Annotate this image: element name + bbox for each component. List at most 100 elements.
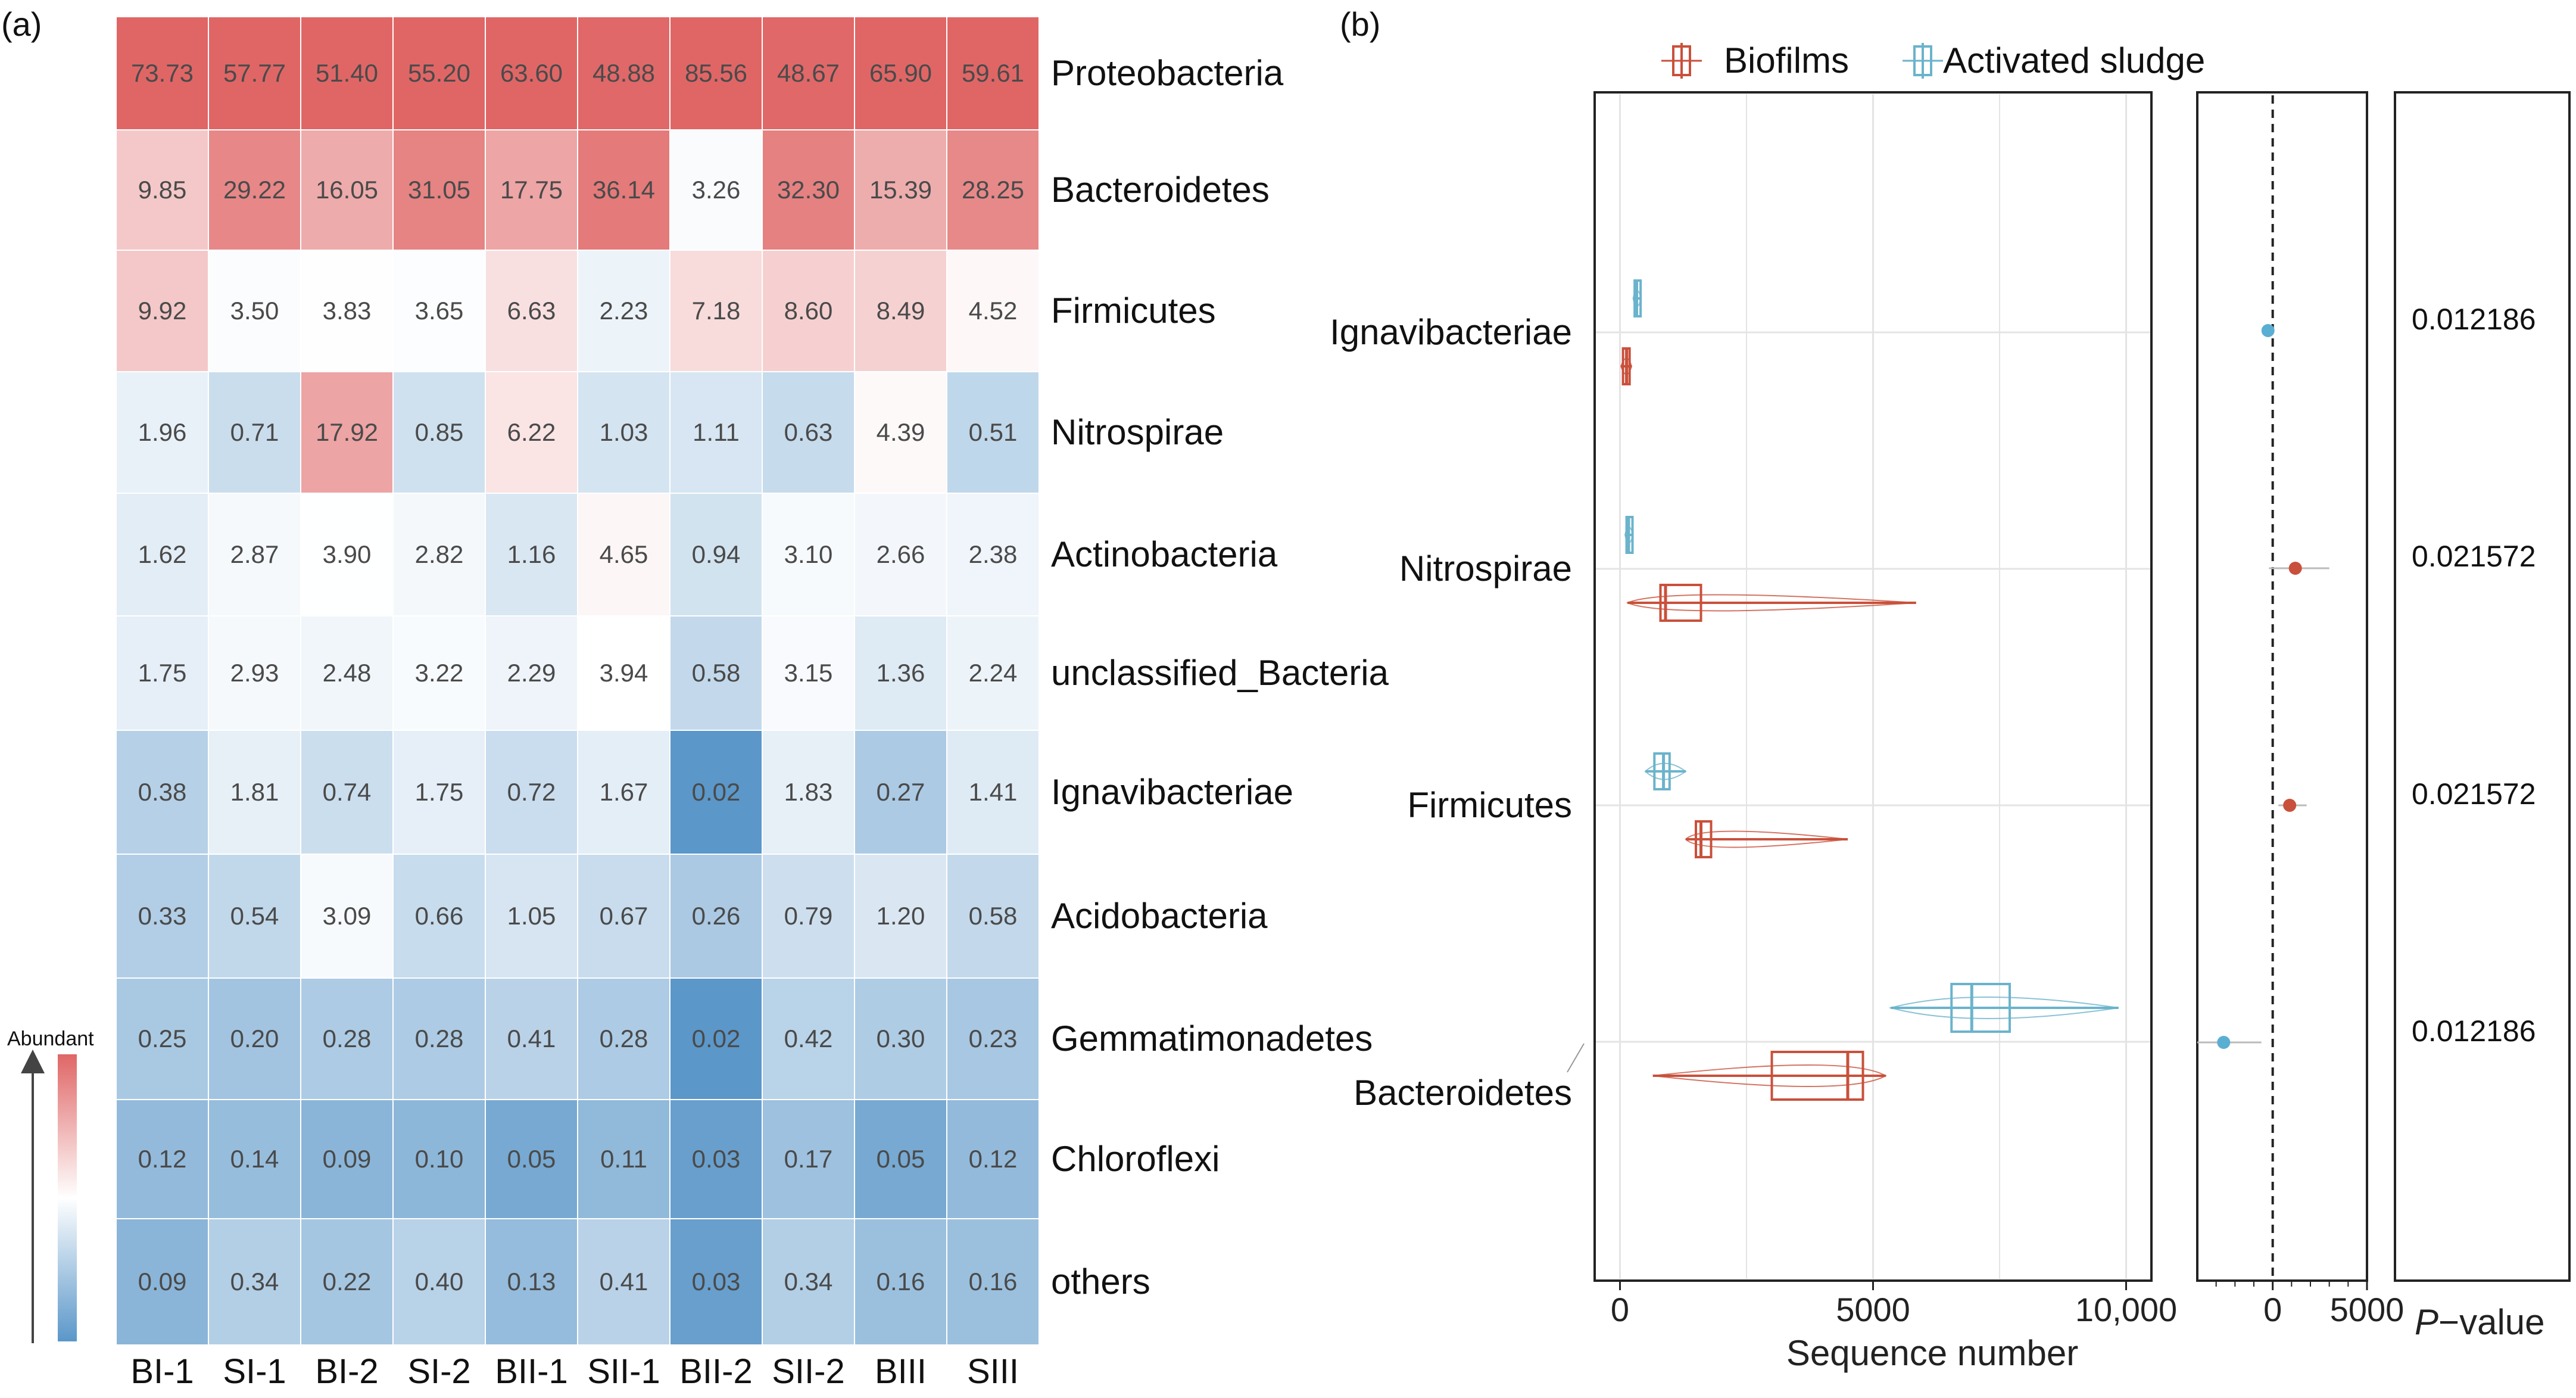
heatmap-cell-value: 2.38 [969, 540, 1018, 568]
heatmap-cell-value: 1.96 [138, 418, 187, 446]
heatmap-cell [854, 1218, 947, 1346]
heatmap-cell-value: 0.13 [507, 1268, 556, 1296]
heatmap-cell [300, 1218, 394, 1346]
heatmap-cell [762, 493, 855, 617]
pvalue-title-rest: −value [2438, 1302, 2544, 1342]
box-biofilms-nitrospirae [1626, 584, 1916, 622]
heatmap-cell-value: 3.50 [230, 297, 279, 325]
heatmap-cell [946, 977, 1040, 1100]
boxplot-category-label: Firmicutes [1407, 785, 1572, 825]
heatmap-cell [946, 1099, 1040, 1219]
heatmap-cell [392, 615, 486, 731]
heatmap-cell [577, 730, 670, 855]
heatmap-cell-value: 4.52 [969, 297, 1018, 325]
heatmap-cell-value: 59.61 [962, 59, 1024, 87]
box-violin [1685, 830, 1848, 848]
heatmap-cell [485, 1218, 578, 1346]
heatmap-column-label: SI-2 [407, 1352, 470, 1391]
heatmap-cell [392, 977, 486, 1100]
heatmap-cell [116, 1099, 209, 1219]
heatmap-cell-value: 36.14 [592, 176, 655, 204]
heatmap-cell-value: 3.10 [784, 540, 833, 568]
heatmap-cell-value: 0.30 [877, 1025, 925, 1053]
difference-x-tick-label: 5000 [2330, 1291, 2405, 1328]
difference-point [2261, 324, 2275, 337]
heatmap-cell [946, 129, 1040, 251]
heatmap-cell-value: 3.65 [415, 297, 464, 325]
heatmap-cell-value: 0.34 [784, 1268, 833, 1296]
heatmap-cell-value: 0.16 [969, 1268, 1018, 1296]
heatmap-row-label: Proteobacteria [1051, 53, 1284, 93]
bacteroidetes-label-connector [1567, 1043, 1585, 1073]
heatmap-cell [392, 16, 486, 130]
heatmap-cell-value: 0.09 [138, 1268, 187, 1296]
heatmap-cell [577, 493, 670, 617]
difference-marks [2197, 324, 2329, 1049]
heatmap-cell-value: 0.42 [784, 1025, 833, 1053]
pvalue-title: P−value [2415, 1302, 2545, 1342]
difference-point [2288, 562, 2302, 575]
heatmap-cell [577, 977, 670, 1100]
heatmap-column-label: SIII [967, 1352, 1019, 1391]
heatmap-cell-value: 7.18 [692, 297, 741, 325]
heatmap-cell [392, 129, 486, 251]
heatmap-cell-value: 0.33 [138, 902, 187, 930]
heatmap-cell-value: 17.75 [500, 176, 563, 204]
heatmap-cell-value: 0.40 [415, 1268, 464, 1296]
heatmap-cell [208, 493, 301, 617]
heatmap-cell-value: 0.28 [323, 1025, 372, 1053]
boxplot-x-tick-label: 0 [1611, 1291, 1629, 1328]
heatmap-cell [208, 250, 301, 372]
box-violin [1626, 594, 1916, 612]
heatmap-cell [116, 730, 209, 855]
heatmap-cell-value: 0.02 [692, 778, 741, 806]
heatmap-cell-value: 6.63 [507, 297, 556, 325]
heatmap-cell [577, 615, 670, 731]
heatmap-cell-value: 2.93 [230, 659, 279, 687]
heatmap-cell-value: 9.92 [138, 297, 187, 325]
heatmap-cell [300, 250, 394, 372]
heatmap-cell [208, 1099, 301, 1219]
heatmap-cell-value: 3.83 [323, 297, 372, 325]
heatmap-cell [208, 129, 301, 251]
heatmap-cell-value: 57.77 [223, 59, 286, 87]
heatmap-cell [762, 16, 855, 130]
box-rect [1695, 820, 1713, 858]
heatmap-cell [485, 1099, 578, 1219]
heatmap-row-label: Bacteroidetes [1051, 170, 1270, 210]
heatmap-cell-value: 2.23 [600, 297, 648, 325]
boxplot-panel: 0 5000 10,000 Sequence number [1593, 91, 2177, 1373]
legend-item-activated-sludge: Activated sludge [1903, 41, 2205, 80]
pvalue-panel: 0.012186 0.021572 0.021572 0.012186 P−value [2394, 91, 2571, 1342]
heatmap-cell-value: 4.39 [877, 418, 925, 446]
heatmap-cell-value: 0.58 [969, 902, 1018, 930]
heatmap-cell [669, 730, 763, 855]
heatmap-cell [854, 1099, 947, 1219]
heatmap-cell-value: 1.75 [415, 778, 464, 806]
colorbar-label: Abundant [7, 1028, 94, 1050]
heatmap-cell [669, 250, 763, 372]
heatmap-cell-value: 1.36 [877, 659, 925, 687]
heatmap-column-label: BIII [875, 1352, 927, 1391]
box-rect [1653, 752, 1671, 790]
heatmap-column-label: SII-2 [772, 1352, 845, 1391]
heatmap-cell-value: 0.74 [323, 778, 372, 806]
heatmap-row-label: Ignavibacteriae [1051, 772, 1293, 812]
heatmap-cell [208, 977, 301, 1100]
heatmap-column-label: BI-2 [315, 1352, 378, 1391]
heatmap-row-label: Gemmatimonadetes [1051, 1019, 1373, 1058]
heatmap-cell [762, 854, 855, 979]
box-biofilms-firmicutes [1685, 820, 1848, 858]
heatmap-cell-value: 2.66 [877, 540, 925, 568]
heatmap-cell-value: 1.67 [600, 778, 648, 806]
heatmap-cell-value: 0.03 [692, 1145, 741, 1173]
boxplot-x-ticks: 0 5000 10,000 [1611, 1281, 2177, 1328]
heatmap-cell-value: 0.22 [323, 1268, 372, 1296]
heatmap-cell-value: 51.40 [316, 59, 378, 87]
heatmap-row-label: Chloroflexi [1051, 1139, 1220, 1179]
heatmap-cell [946, 250, 1040, 372]
heatmap-cell-value: 1.03 [600, 418, 648, 446]
heatmap-cell [762, 977, 855, 1100]
heatmap-column-label: SI-1 [223, 1352, 286, 1391]
heatmap-cell [485, 371, 578, 494]
